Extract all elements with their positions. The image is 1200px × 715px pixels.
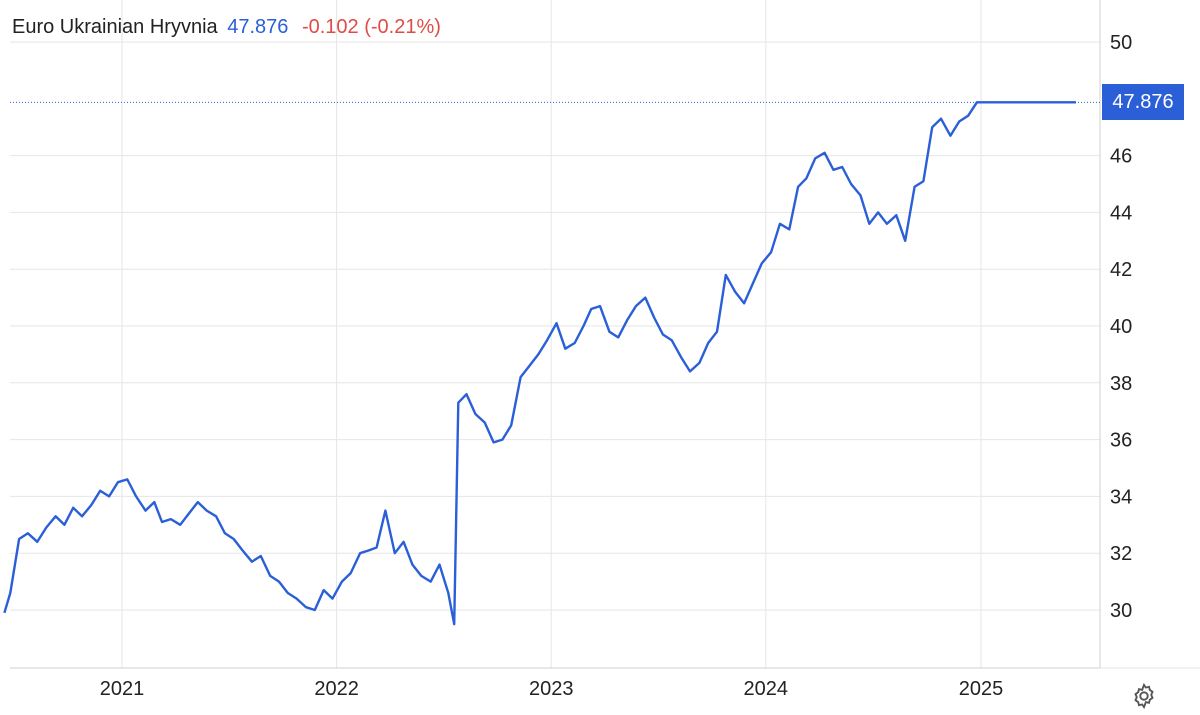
x-tick-label: 2022 [314, 678, 359, 700]
y-tick-label: 44 [1110, 202, 1132, 224]
x-tick-label: 2024 [744, 678, 789, 700]
instrument-name: Euro Ukrainian Hryvnia [12, 16, 218, 38]
y-tick-label: 50 [1110, 32, 1132, 54]
y-axis-ticks: 30 32 34 36 38 40 42 44 46 50 [1110, 32, 1132, 622]
instrument-header: Euro Ukrainian Hryvnia 47.876 -0.102 (-0… [12, 16, 441, 39]
x-tick-label: 2025 [959, 678, 1004, 700]
x-tick-label: 2021 [100, 678, 145, 700]
y-tick-label: 46 [1110, 146, 1132, 168]
y-tick-label: 32 [1110, 543, 1132, 565]
series-line [3, 101, 1077, 626]
instrument-change: -0.102 (-0.21%) [301, 16, 441, 38]
last-price-tag: 47.876 [1102, 84, 1184, 121]
y-tick-label: 30 [1110, 600, 1132, 622]
chart-grid [10, 0, 1100, 668]
chart-axes [10, 0, 1200, 669]
instrument-price: 47.876 [227, 16, 289, 38]
x-tick-label: 2023 [529, 678, 574, 700]
y-tick-label: 42 [1110, 259, 1132, 281]
chart-series [3, 101, 1100, 626]
y-tick-label: 34 [1110, 486, 1132, 508]
y-tick-label: 38 [1110, 373, 1132, 395]
gear-icon[interactable] [1130, 682, 1158, 710]
y-tick-label: 36 [1110, 430, 1132, 452]
y-tick-label: 40 [1110, 316, 1132, 338]
x-axis-ticks: 2021 2022 2023 2024 2025 [100, 678, 1004, 700]
